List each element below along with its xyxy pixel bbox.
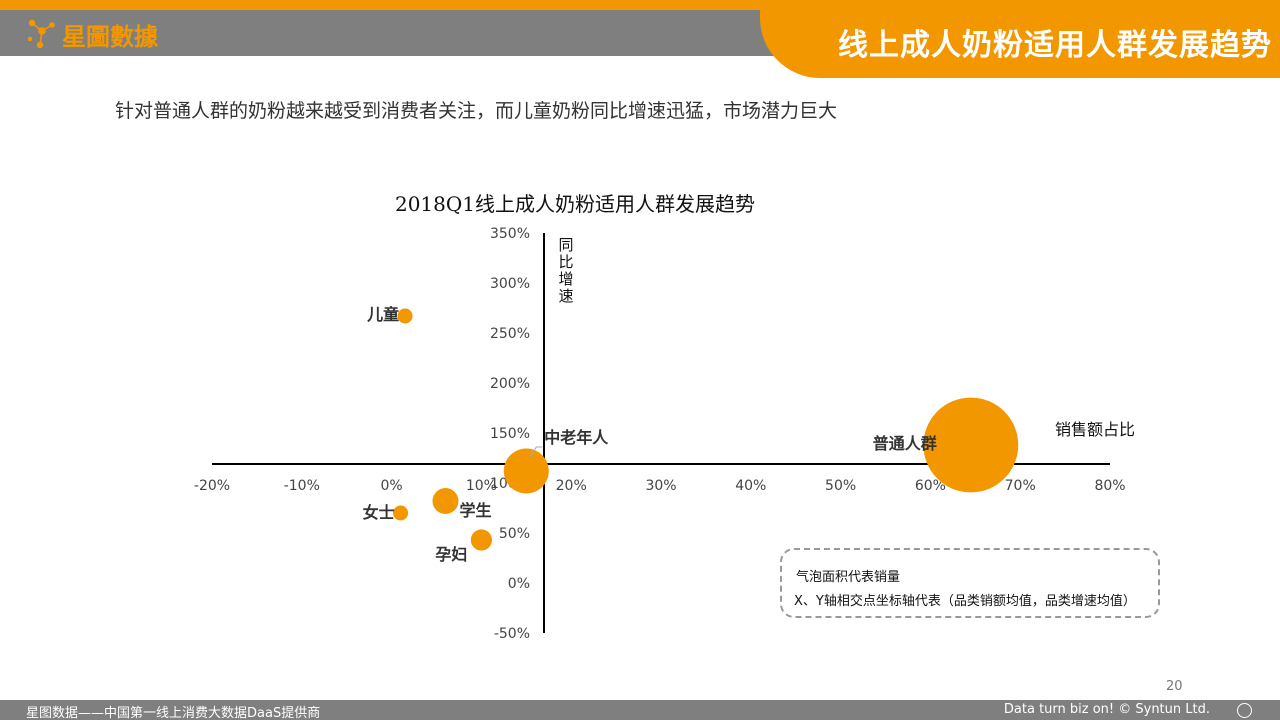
y-tick-label: 50% [499, 526, 530, 542]
bubble-label: 孕妇 [435, 545, 467, 564]
y-tick-label: 0% [508, 576, 530, 592]
leader-line [529, 446, 543, 458]
x-axis-label: 销售额占比 [1055, 420, 1135, 439]
bubble [397, 308, 413, 324]
bubble [503, 448, 549, 494]
footer-copyright: Data turn biz on! © Syntun Ltd. [1003, 702, 1210, 717]
page-title: 线上成人奶粉适用人群发展趋势 [838, 28, 1272, 63]
y-tick-label: 200% [490, 376, 530, 392]
x-tick-label: 70% [1005, 478, 1036, 494]
y-axis-label: 同比增速 [558, 236, 573, 305]
title-tab: 线上成人奶粉适用人群发展趋势 [760, 0, 1280, 78]
x-tick-label: -10% [284, 478, 320, 494]
bubble [393, 505, 409, 521]
logo: 星圖數據 [28, 17, 158, 52]
x-tick-label: 60% [915, 478, 946, 494]
y-tick-label: -50% [494, 626, 530, 642]
x-tick-label: 20% [556, 478, 587, 494]
y-tick-label: 350% [490, 226, 530, 242]
chart-title: 2018Q1线上成人奶粉适用人群发展趋势 [395, 192, 755, 216]
circle-icon [1237, 703, 1252, 718]
x-tick-label: 50% [825, 478, 856, 494]
chart-bubbles [393, 308, 1019, 551]
y-tick-label: 150% [490, 426, 530, 442]
chart-legend-box: 气泡面积代表销量 X、Y轴相交点坐标轴代表（品类销额均值，品类增速均值） [780, 548, 1160, 618]
x-tick-label: 80% [1094, 478, 1125, 494]
chart-axes: -20% -10% 0% 10% 20% 30% 40% 50% 60% 70% 80% 350% 30… [194, 226, 1135, 642]
bubble-label: 中老年人 [544, 428, 609, 447]
bubble [923, 397, 1019, 493]
logo-text: 星圖數據 [62, 23, 158, 51]
bubble [470, 529, 493, 551]
y-tick-label: 250% [490, 326, 530, 342]
legend-axis-note: X、Y轴相交点坐标轴代表（品类销额均值，品类增速均值） [794, 594, 1136, 609]
footer-tagline: 星图数据——中国第一线上消费大数据DaaS提供商 [26, 706, 321, 721]
y-tick-label: 300% [490, 276, 530, 292]
header-accent-line [0, 0, 1280, 10]
legend-bubble-note: 气泡面积代表销量 [796, 570, 901, 585]
footer-bar: 星图数据——中国第一线上消费大数据DaaS提供商 Data turn biz o… [0, 700, 1280, 721]
bubble-label: 学生 [459, 501, 491, 520]
page-number: 20 [1166, 679, 1183, 694]
bubble-label: 普通人群 [873, 434, 937, 453]
bubble [432, 488, 459, 514]
page-subtitle: 针对普通人群的奶粉越来越受到消费者关注，而儿童奶粉同比增速迅猛，市场潜力巨大 [115, 100, 838, 122]
bubble-label: 女士 [363, 503, 395, 522]
x-tick-label: 30% [645, 478, 676, 494]
x-tick-label: 10% [466, 478, 497, 494]
x-tick-label: 0% [380, 478, 402, 494]
bubble-label: 儿童 [366, 305, 399, 324]
x-tick-label: -20% [194, 478, 230, 494]
x-tick-label: 40% [735, 478, 766, 494]
constellation-icon [28, 19, 55, 48]
